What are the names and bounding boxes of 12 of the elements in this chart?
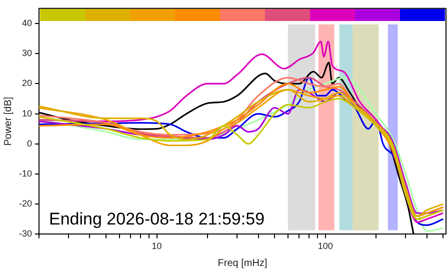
y-tick-label: 30 bbox=[22, 48, 32, 58]
y-tick-label: -30 bbox=[18, 228, 32, 239]
y-tick-label: 40 bbox=[22, 18, 32, 28]
y-tick-label: 10 bbox=[22, 108, 32, 118]
y-tick-label: 20 bbox=[22, 78, 32, 88]
y-tick-label: -20 bbox=[18, 198, 32, 209]
y-axis-title: Power [dB] bbox=[2, 96, 14, 146]
x-tick-label: 100 bbox=[318, 241, 333, 252]
y-tick-label: -10 bbox=[18, 168, 32, 178]
annotation: Ending 2026-08-18 21:59:59 bbox=[49, 209, 265, 228]
y-tick-label: 0 bbox=[26, 138, 32, 148]
x-axis-title: Freq [mHz] bbox=[218, 258, 268, 269]
